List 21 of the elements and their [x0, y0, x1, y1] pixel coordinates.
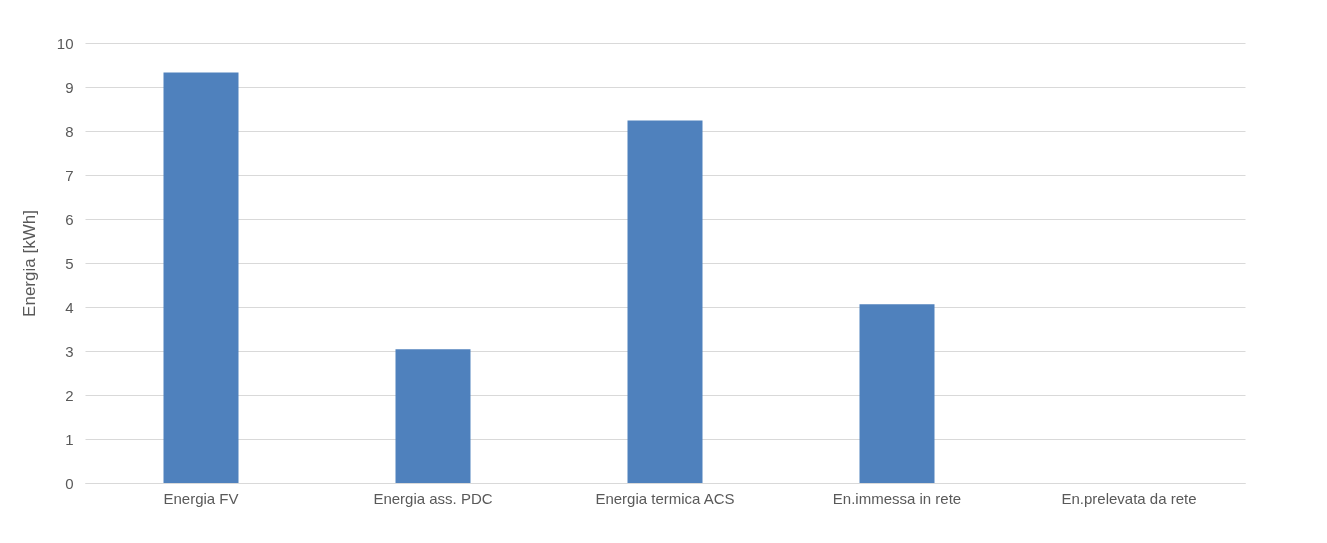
y-tick-label: 9 [65, 78, 74, 96]
x-tick-label: En.prelevata da rete [1061, 489, 1197, 507]
bar [627, 120, 703, 483]
y-tick-label: 0 [65, 474, 74, 492]
y-tick-label: 6 [65, 210, 74, 228]
y-tick-label: 5 [65, 254, 74, 272]
y-tick-label: 10 [56, 34, 74, 52]
y-tick-label: 3 [65, 342, 74, 360]
bar [395, 349, 471, 483]
x-tick-label: Energia FV [163, 489, 239, 507]
y-tick-label: 7 [65, 166, 74, 184]
y-tick-label: 8 [65, 122, 74, 140]
y-tick-label: 1 [65, 430, 74, 448]
y-tick-label: 4 [65, 298, 74, 316]
x-tick-label: Energia termica ACS [595, 489, 735, 507]
bar [859, 304, 935, 483]
y-tick-label: 2 [65, 386, 74, 404]
bar [163, 72, 239, 483]
x-tick-label: Energia ass. PDC [373, 489, 493, 507]
x-tick-label: En.immessa in rete [832, 489, 962, 507]
y-axis-title: Energia [kWh] [19, 210, 39, 317]
